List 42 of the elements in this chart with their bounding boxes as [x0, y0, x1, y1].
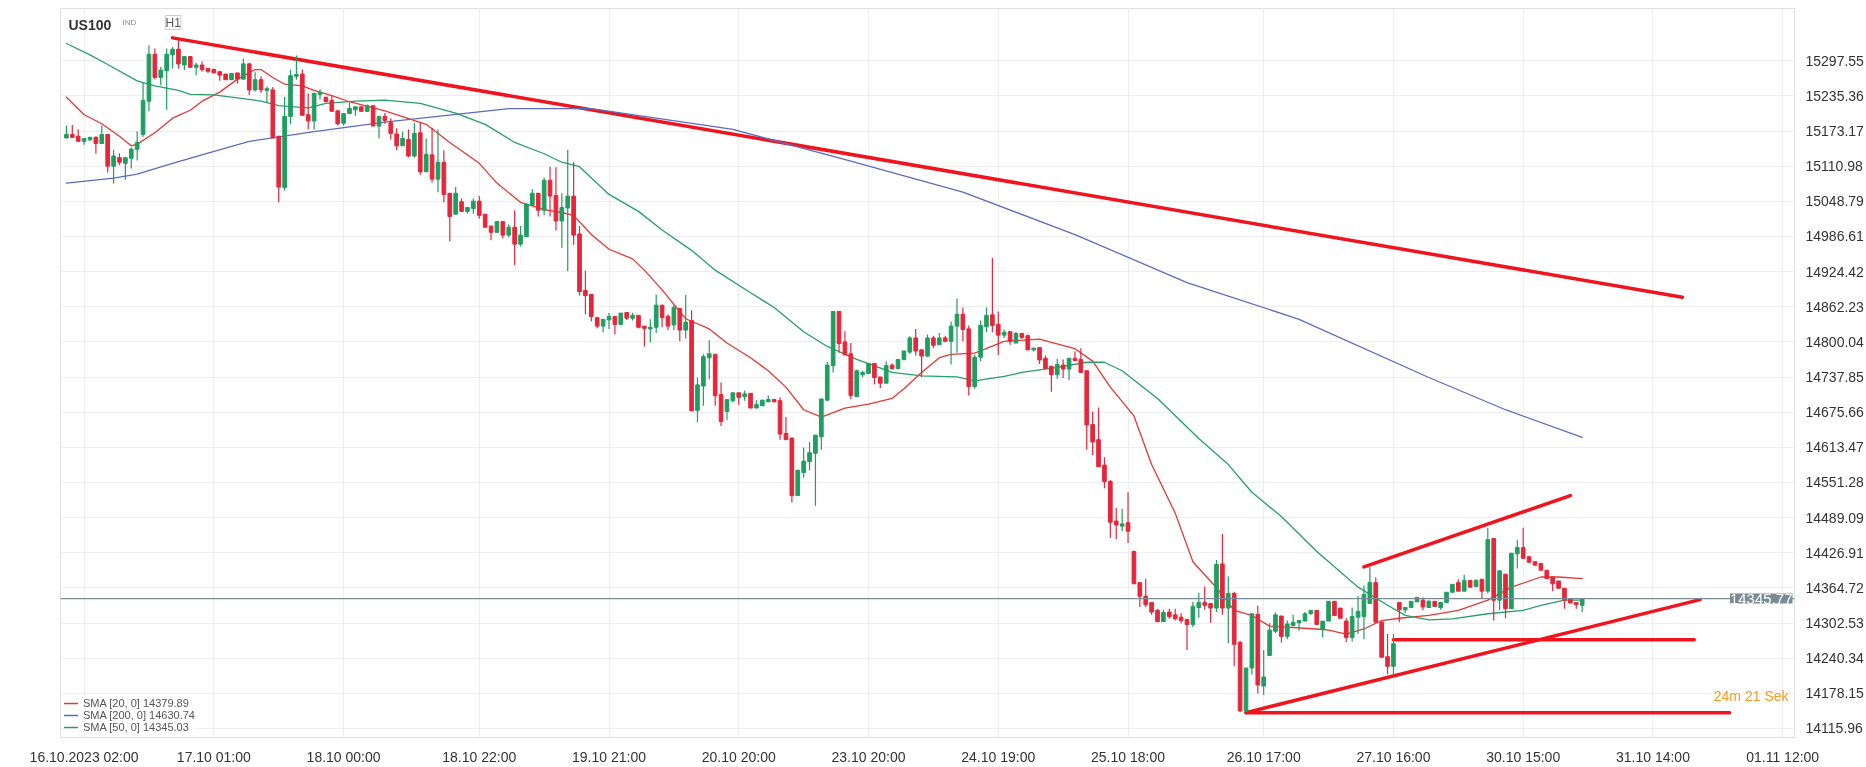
- y-tick-label: 14613.47: [1805, 439, 1865, 456]
- y-tick-label: 15297.55: [1805, 52, 1865, 69]
- y-tick-label: 14489.09: [1805, 509, 1865, 526]
- y-tick-label: 14364.72: [1805, 579, 1865, 596]
- y-tick-label: 14240.34: [1805, 650, 1865, 667]
- annotation: H1: [165, 15, 182, 30]
- y-tick-label: 14302.53: [1805, 615, 1865, 632]
- x-tick-label: 20.10 20:00: [701, 748, 776, 765]
- x-tick-label: 30.10 15:00: [1486, 748, 1561, 765]
- text: US100: [68, 16, 112, 33]
- y-tick-label: 15235.36: [1805, 87, 1865, 104]
- x-tick-label: 01.11 12:00: [1746, 748, 1820, 765]
- legend-label: SMA [50, 0] 14345.03: [83, 721, 189, 733]
- y-tick-label: 14862.23: [1805, 298, 1865, 315]
- x-tick-label: 19.10 21:00: [572, 748, 647, 765]
- annotation: 24m 21 Sek: [1713, 687, 1790, 704]
- y-tick-label: 14986.61: [1805, 228, 1865, 245]
- y-tick-label: 14737.85: [1805, 369, 1865, 386]
- x-tick-label: 24.10 19:00: [961, 748, 1036, 765]
- y-tick-label: 15110.98: [1805, 158, 1864, 175]
- y-tick-label: 14800.04: [1805, 333, 1865, 350]
- x-tick-label: 18.10 22:00: [442, 748, 517, 765]
- y-tick-label: 14115.96: [1805, 720, 1864, 737]
- x-tick-label: 26.10 17:00: [1226, 748, 1301, 765]
- y-tick-label: 14675.66: [1805, 404, 1865, 421]
- y-tick-label: 14924.42: [1805, 263, 1865, 280]
- y-tick-label: 14178.15: [1805, 685, 1865, 702]
- legend-label: SMA [200, 0] 14630.74: [83, 709, 195, 721]
- x-tick-label: 31.10 14:00: [1615, 748, 1691, 765]
- legend-label: SMA [20, 0] 14379.89: [83, 697, 189, 709]
- y-tick-label: 15048.79: [1805, 193, 1865, 210]
- x-tick-label: 27.10 16:00: [1356, 748, 1431, 765]
- y-tick-label: 14551.28: [1805, 474, 1865, 491]
- x-tick-label: 23.10 20:00: [831, 748, 906, 765]
- ref-line-label: 14345.77: [1729, 589, 1793, 607]
- x-tick-label: 25.10 18:00: [1091, 748, 1166, 765]
- text: IND: [122, 17, 137, 27]
- x-tick-label: 18.10 00:00: [306, 748, 381, 765]
- x-tick-label: 17.10 01:00: [176, 748, 252, 765]
- x-tick-label: 16.10.2023 02:00: [29, 748, 139, 765]
- y-tick-label: 15173.17: [1805, 123, 1865, 140]
- y-tick-label: 14426.91: [1805, 544, 1865, 561]
